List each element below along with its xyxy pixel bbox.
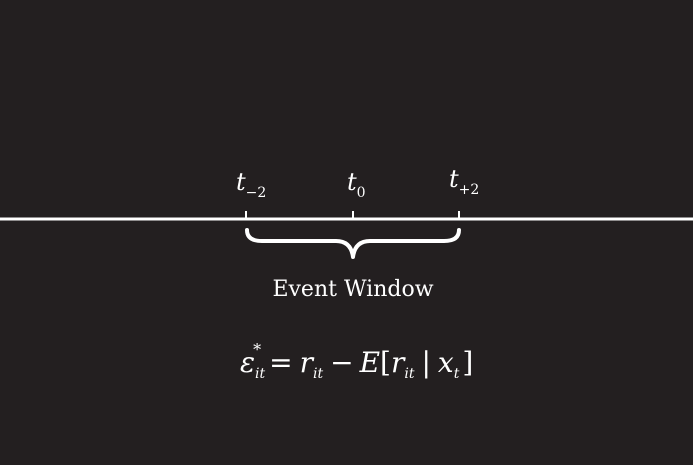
tick-label-base: t [347, 168, 357, 196]
information-variable: x [438, 346, 454, 379]
equals-sign: = [269, 346, 292, 379]
conditional-bar: | [421, 346, 430, 379]
information-subscript: t [454, 366, 460, 382]
expectation-operator: E [359, 346, 380, 379]
tick-label-subscript: +2 [459, 182, 480, 198]
left-bracket: [ [380, 346, 391, 379]
right-bracket: ] [462, 346, 473, 379]
event-window-label: Event Window [272, 277, 433, 302]
epsilon-symbol: ε [240, 346, 255, 379]
return-subscript: it [313, 366, 323, 382]
tick-label-base: t [236, 168, 246, 196]
epsilon-subscript: it [255, 366, 265, 382]
tick-label-subscript: 0 [357, 185, 366, 201]
abnormal-return-equation: εit* = rit − E[rit | xt] [240, 340, 473, 382]
return-variable: r [300, 346, 315, 379]
tick-label-t-minus-2: t−2 [236, 168, 266, 201]
tick-label-base: t [449, 165, 459, 193]
tick-label-subscript: −2 [246, 185, 267, 201]
epsilon-superscript: * [253, 340, 261, 359]
minus-sign: − [330, 346, 353, 379]
tick-label-t-0: t0 [347, 168, 366, 201]
conditional-return-variable: r [391, 346, 406, 379]
conditional-return-subscript: it [404, 366, 414, 382]
event-window-brace [245, 228, 461, 259]
tick-label-t-plus-2: t+2 [449, 165, 479, 198]
